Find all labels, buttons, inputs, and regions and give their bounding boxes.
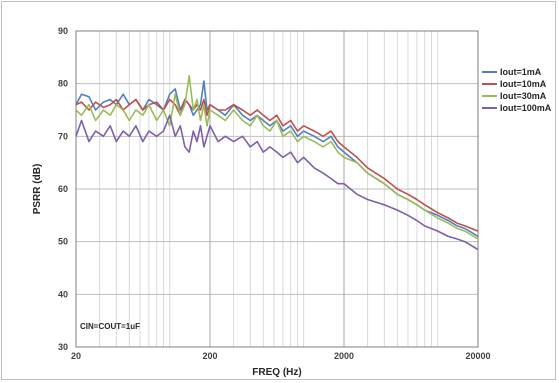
y-tick-label: 60: [58, 184, 68, 194]
x-tick-labels: 20 200 2000 20000: [71, 351, 491, 361]
series-line-iout-30ma: [75, 75, 479, 240]
x-tick-label: 20000: [465, 351, 490, 361]
x-axis-title: FREQ (Hz): [252, 367, 301, 378]
y-tick-label: 70: [58, 131, 68, 141]
major-gridlines: [76, 30, 478, 348]
x-tick-label: 20: [71, 351, 81, 361]
y-tick-label: 50: [58, 237, 68, 247]
y-tick-label: 80: [58, 79, 68, 89]
series-lines: [75, 75, 479, 251]
y-tick-labels: 30 40 50 60 70 80 90: [58, 26, 68, 352]
x-tick-label: 200: [202, 351, 217, 361]
legend-entry: Iout=30mA: [500, 91, 547, 101]
y-tick-label: 40: [58, 289, 68, 299]
x-tick-label: 2000: [334, 351, 354, 361]
legend-entry: Iout=10mA: [500, 79, 547, 89]
legend: Iout=1mA Iout=10mA Iout=30mA Iout=100mA: [482, 67, 552, 113]
condition-annotation: CIN=COUT=1uF: [80, 322, 140, 331]
series-line-iout-1ma: [75, 80, 479, 238]
y-tick-label: 90: [58, 26, 68, 36]
legend-entry: Iout=1mA: [500, 67, 542, 77]
y-tick-label: 30: [58, 342, 68, 352]
y-axis-title: PSRR (dB): [32, 164, 43, 215]
series-line-iout-100ma: [75, 114, 479, 251]
series-line-iout-10ma: [75, 98, 479, 232]
plot-area-border: [75, 30, 479, 348]
legend-entry: Iout=100mA: [500, 103, 552, 113]
